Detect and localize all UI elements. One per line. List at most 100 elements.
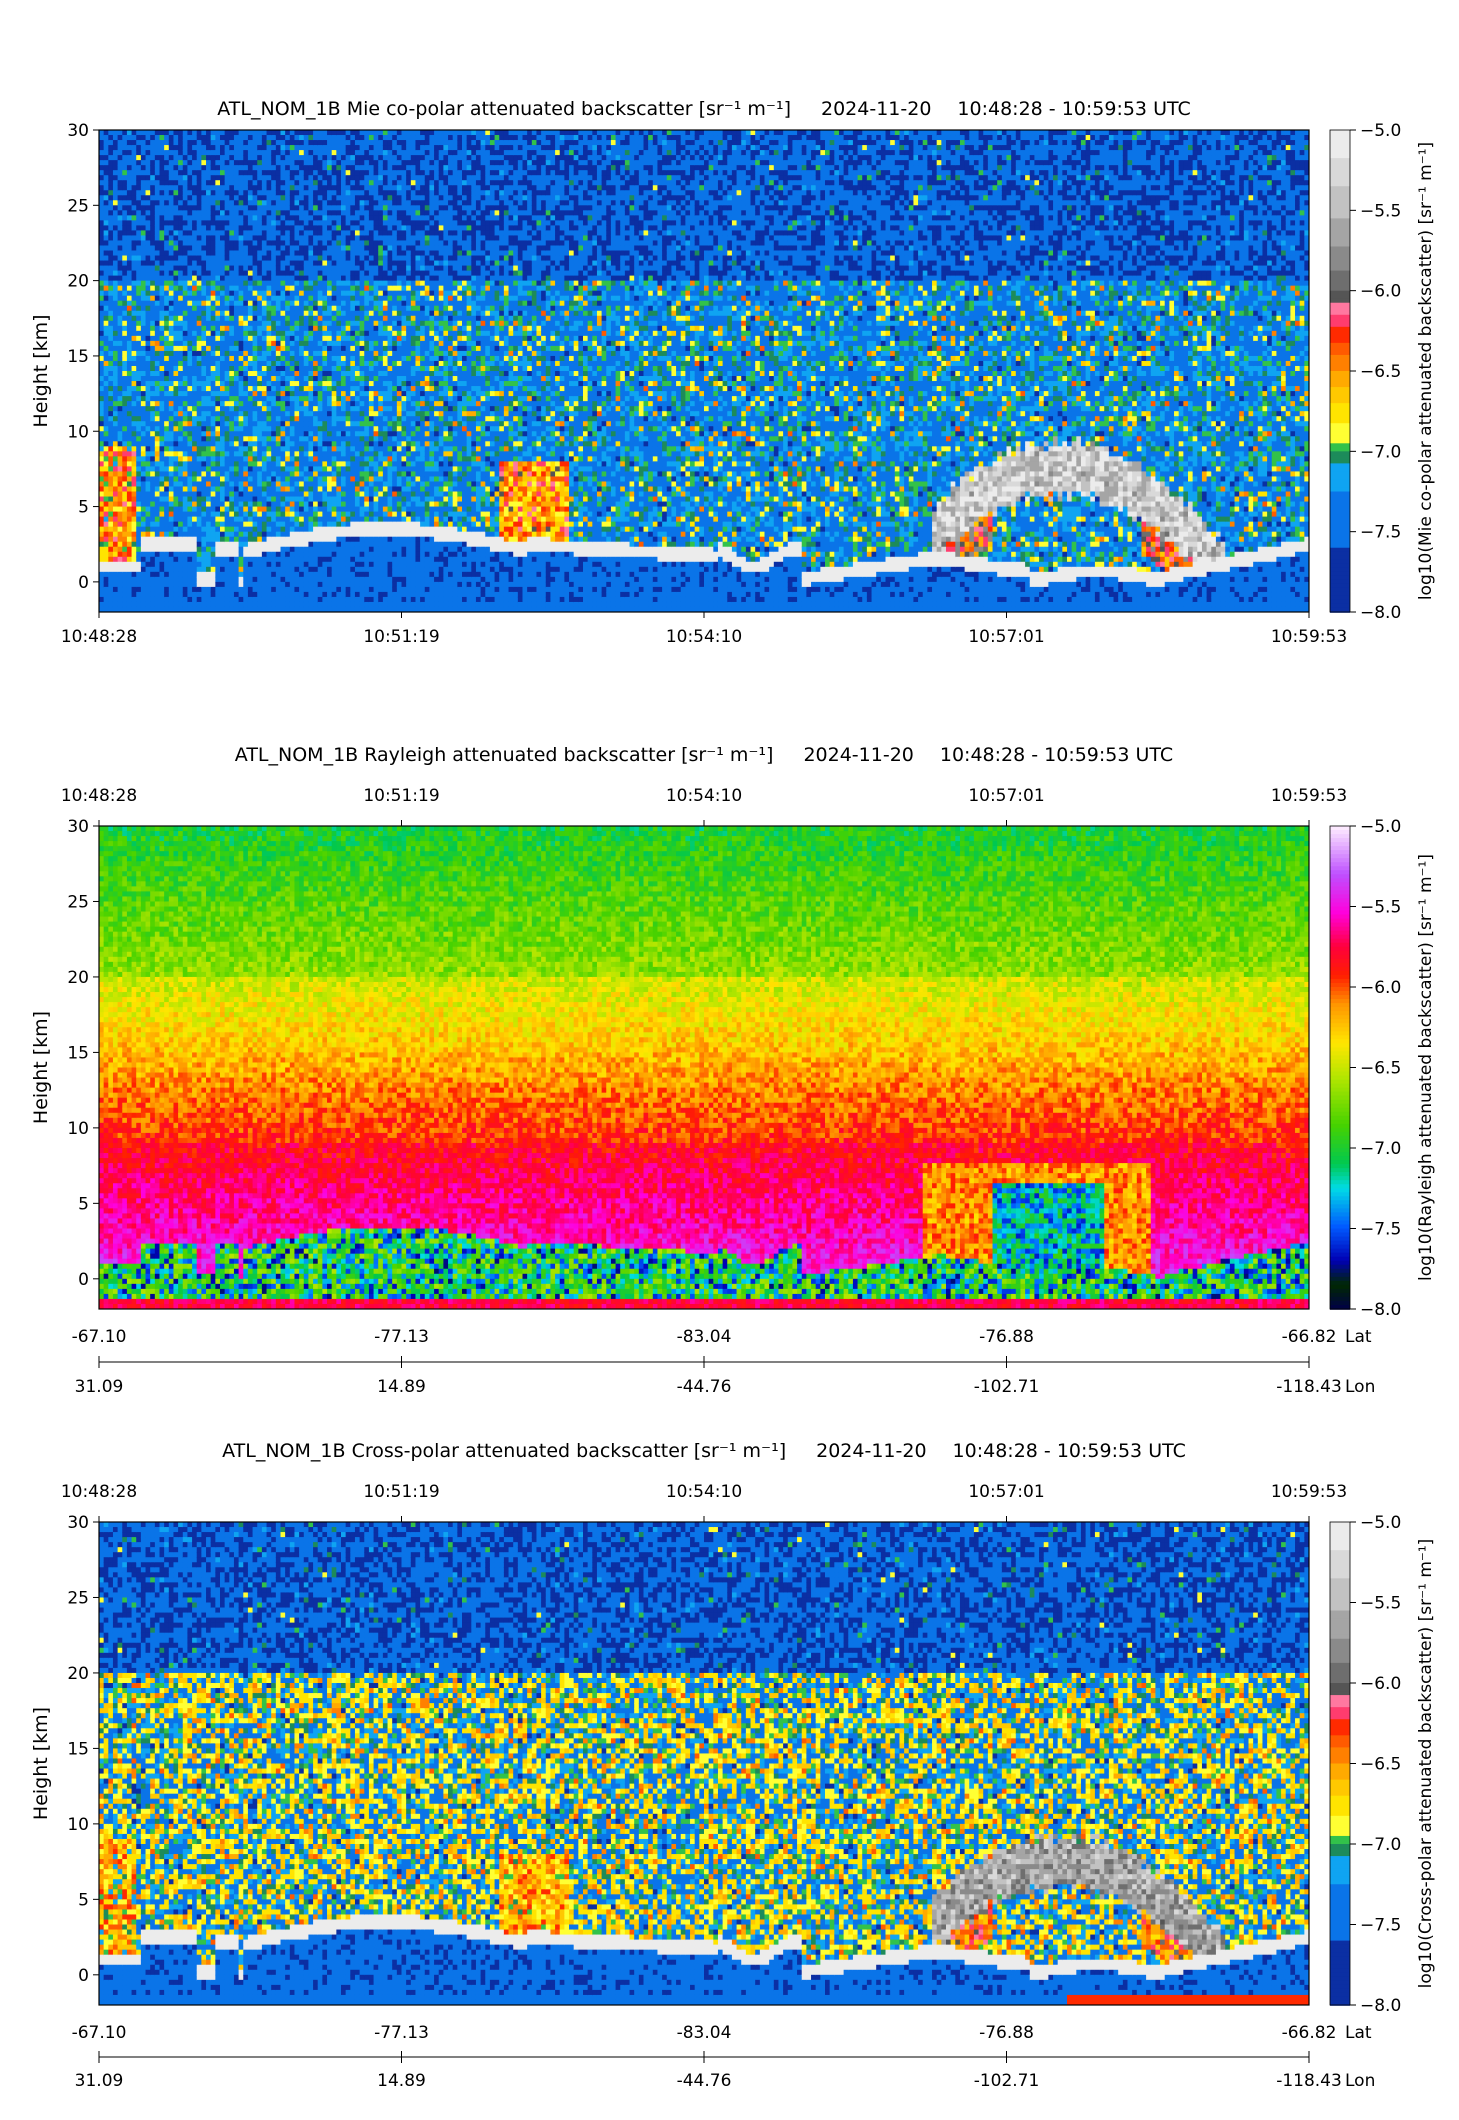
lat-tick-label: -77.13 — [374, 1327, 429, 1347]
colorbar: −5.0 −5.5 −6.0 −6.5 −7.0 −7.5 −8.0 log10(Cross-… — [1330, 1513, 1436, 2016]
chart-title: ATL_NOM_1B Mie co-polar attenuated backs… — [217, 98, 1190, 120]
chart-title: ATL_NOM_1B Rayleigh attenuated backscatt… — [235, 744, 1173, 766]
y-axis-label: Height [km] — [30, 1011, 52, 1124]
lat-tick-label: -83.04 — [677, 2023, 732, 2043]
colorbar-tick-label: −7.5 — [1360, 523, 1401, 543]
y-tick-label: 25 — [67, 196, 89, 216]
time-tick-label: 10:51:19 — [363, 627, 439, 647]
y-tick-label: 20 — [67, 272, 89, 292]
y-tick-label: 15 — [67, 1043, 89, 1063]
y-tick-label: 0 — [78, 573, 89, 593]
lat-tick-label: -67.10 — [72, 2023, 127, 2043]
colorbar-tick-label: −5.0 — [1360, 1513, 1401, 1533]
colorbar-tick-label: −6.0 — [1360, 1674, 1401, 1694]
lon-tick-label: -102.71 — [974, 1377, 1040, 1397]
time-tick-label: 10:54:10 — [666, 1482, 742, 1502]
colorbar-label: log10(Rayleigh attenuated backscatter) [… — [1416, 854, 1436, 1281]
time-tick-label: 10:51:19 — [363, 1482, 439, 1502]
lon-tick-label: 14.89 — [377, 1377, 426, 1397]
lat-tick-label: -66.82 — [1282, 2023, 1337, 2043]
colorbar-tick-label: −8.0 — [1360, 603, 1401, 623]
lon-tick-label: 31.09 — [75, 1377, 124, 1397]
colorbar-tick-label: −8.0 — [1360, 1996, 1401, 2016]
y-tick-label: 10 — [67, 1815, 89, 1835]
colorbar-tick-label: −5.5 — [1360, 1594, 1401, 1614]
time-tick-label: 10:59:53 — [1271, 1482, 1347, 1502]
time-tick-label: 10:51:19 — [363, 786, 439, 806]
time-tick-label: 10:59:53 — [1271, 786, 1347, 806]
colorbar-tick-label: −7.5 — [1360, 1220, 1401, 1240]
y-axis-label: Height [km] — [30, 1707, 52, 1820]
lon-axis-label: Lon — [1345, 1377, 1375, 1397]
colorbar-label: log10(Mie co-polar attenuated backscatte… — [1416, 142, 1436, 600]
chart-panel-2: ATL_NOM_1B Rayleigh attenuated backscatt… — [30, 744, 1436, 1397]
time-tick-label: 10:54:10 — [666, 627, 742, 647]
colorbar: −5.0 −5.5 −6.0 −6.5 −7.0 −7.5 −8.0 log10(Raylei… — [1330, 817, 1436, 1320]
colorbar-tick-label: −5.0 — [1360, 121, 1401, 141]
y-tick-label: 25 — [67, 892, 89, 912]
lat-tick-label: -76.88 — [979, 1327, 1034, 1347]
heatmap-mie — [99, 130, 1310, 613]
y-tick-label: 5 — [78, 498, 89, 518]
y-tick-label: 25 — [67, 1588, 89, 1608]
time-tick-label: 10:54:10 — [666, 786, 742, 806]
y-tick-label: 10 — [67, 422, 89, 442]
lat-axis-label: Lat — [1345, 2023, 1372, 2043]
chart-panel-1: ATL_NOM_1B Mie co-polar attenuated backs… — [30, 98, 1436, 647]
time-tick-label: 10:59:53 — [1271, 627, 1347, 647]
colorbar-tick-label: −5.5 — [1360, 201, 1401, 221]
colorbar-tick-label: −6.5 — [1360, 1059, 1401, 1079]
lon-tick-label: 31.09 — [75, 2071, 124, 2091]
colorbar-tick-label: −8.0 — [1360, 1300, 1401, 1320]
colorbar-tick-label: −6.5 — [1360, 362, 1401, 382]
time-tick-label: 10:48:28 — [61, 1482, 137, 1502]
y-tick-label: 20 — [67, 1664, 89, 1684]
y-tick-label: 30 — [67, 121, 89, 141]
lat-tick-label: -67.10 — [72, 1327, 127, 1347]
lat-tick-label: -83.04 — [677, 1327, 732, 1347]
lon-tick-label: -44.76 — [677, 1377, 732, 1397]
chart-panel-3: ATL_NOM_1B Cross-polar attenuated backsc… — [30, 1440, 1436, 2091]
chart-title: ATL_NOM_1B Cross-polar attenuated backsc… — [222, 1440, 1186, 1462]
colorbar-tick-label: −6.0 — [1360, 282, 1401, 302]
y-tick-label: 15 — [67, 347, 89, 367]
y-tick-label: 15 — [67, 1739, 89, 1759]
y-tick-label: 5 — [78, 1194, 89, 1214]
lon-tick-label: -44.76 — [677, 2071, 732, 2091]
colorbar: −5.0 −5.5 −6.0 −6.5 −7.0 −7.5 −8.0 log10(Mie co… — [1330, 121, 1436, 623]
y-tick-label: 10 — [67, 1119, 89, 1139]
colorbar-tick-label: −7.5 — [1360, 1916, 1401, 1936]
time-tick-label: 10:57:01 — [968, 786, 1044, 806]
lon-axis-label: Lon — [1345, 2071, 1375, 2091]
lon-tick-label: -118.43 — [1276, 2071, 1342, 2091]
colorbar-label: log10(Cross-polar attenuated backscatter… — [1416, 1539, 1436, 1989]
y-tick-label: 30 — [67, 817, 89, 837]
lat-axis-label: Lat — [1345, 1327, 1372, 1347]
lat-tick-label: -66.82 — [1282, 1327, 1337, 1347]
colorbar-tick-label: −7.0 — [1360, 442, 1401, 462]
y-axis-label: Height [km] — [30, 314, 52, 427]
y-tick-label: 0 — [78, 1966, 89, 1986]
colorbar-tick-label: −7.0 — [1360, 1139, 1401, 1159]
colorbar-tick-label: −5.0 — [1360, 817, 1401, 837]
time-tick-label: 10:57:01 — [968, 1482, 1044, 1502]
heatmap-cross — [99, 1522, 1310, 2006]
lon-tick-label: 14.89 — [377, 2071, 426, 2091]
y-tick-label: 30 — [67, 1513, 89, 1533]
lon-tick-label: -102.71 — [974, 2071, 1040, 2091]
y-tick-label: 20 — [67, 968, 89, 988]
colorbar-tick-label: −6.0 — [1360, 978, 1401, 998]
colorbar-tick-label: −6.5 — [1360, 1755, 1401, 1775]
lat-tick-label: -77.13 — [374, 2023, 429, 2043]
y-tick-label: 0 — [78, 1270, 89, 1290]
lon-tick-label: -118.43 — [1276, 1377, 1342, 1397]
time-tick-label: 10:57:01 — [968, 627, 1044, 647]
colorbar-tick-label: −7.0 — [1360, 1835, 1401, 1855]
time-tick-label: 10:48:28 — [61, 786, 137, 806]
y-tick-label: 5 — [78, 1890, 89, 1910]
lat-tick-label: -76.88 — [979, 2023, 1034, 2043]
time-tick-label: 10:48:28 — [61, 627, 137, 647]
heatmap-rayleigh — [99, 826, 1310, 1310]
colorbar-tick-label: −5.5 — [1360, 898, 1401, 918]
